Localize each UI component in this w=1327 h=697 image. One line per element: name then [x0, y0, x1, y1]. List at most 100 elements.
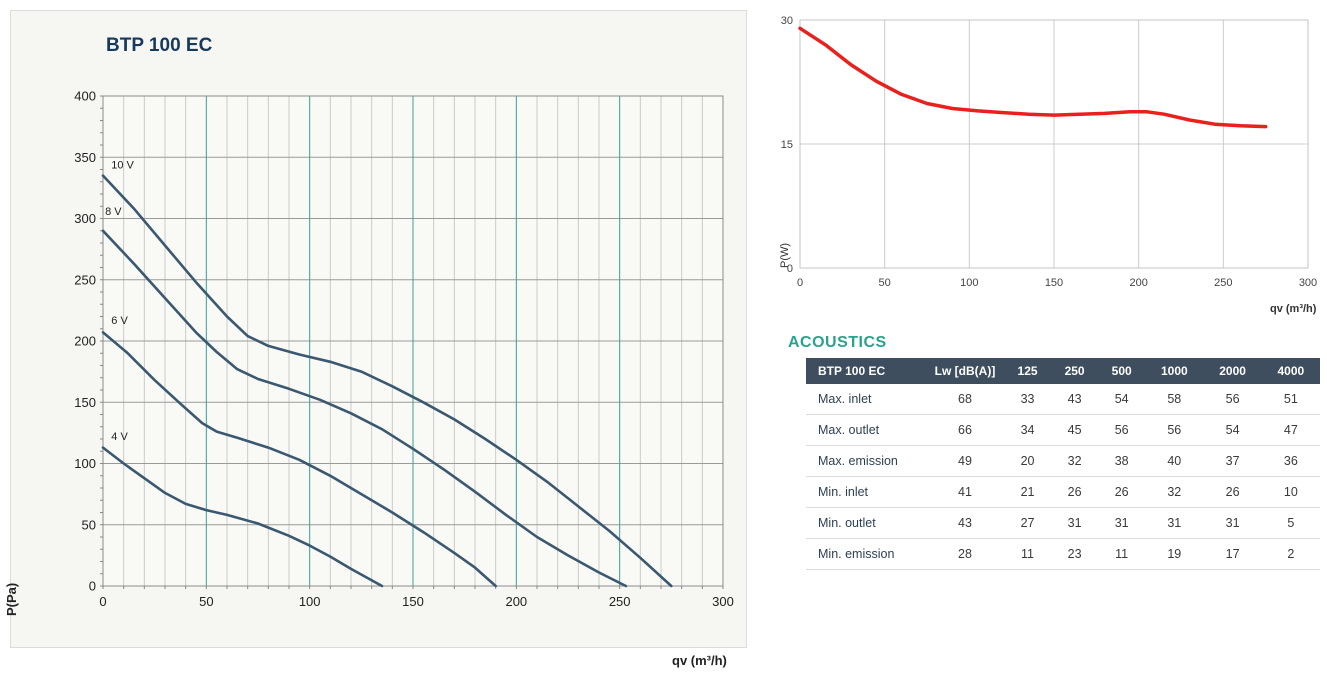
table-row: Min. outlet 43 27 31 31 31 31 5: [806, 507, 1320, 539]
table-cell: 11: [1098, 538, 1146, 570]
row-label: Min. inlet: [806, 476, 926, 508]
table-cell: 32: [1145, 476, 1204, 508]
y-tick-label: 0: [89, 579, 96, 594]
y-tick-label: 30: [781, 15, 793, 27]
x-tick-label: 300: [1299, 277, 1317, 289]
y-tick-label: 50: [82, 517, 96, 532]
table-header-freq: 2000: [1203, 358, 1262, 384]
table-cell: 54: [1098, 384, 1146, 415]
curve-6-v: [101, 331, 497, 588]
x-tick-label: 50: [879, 277, 891, 289]
y-tick-label: 250: [74, 272, 96, 287]
table-cell: 2: [1261, 538, 1320, 570]
power-axis-label: P(W): [779, 242, 791, 268]
airflow-axis-label-main: qv (m³/h): [672, 653, 727, 668]
y-tick-label: 150: [74, 395, 96, 410]
x-tick-label: 150: [402, 594, 424, 609]
table-cell: 31: [1098, 507, 1146, 539]
y-tick-label: 15: [781, 139, 793, 151]
table-cell: 43: [1051, 384, 1099, 415]
curve-label: 4 V: [111, 431, 128, 443]
row-label: Max. emission: [806, 445, 926, 477]
table-cell: 47: [1261, 414, 1320, 446]
table-cell: 20: [1004, 445, 1052, 477]
table-cell: 10: [1261, 476, 1320, 508]
y-tick-label: 350: [74, 150, 96, 165]
table-cell: 32: [1051, 445, 1099, 477]
table-cell: 21: [1004, 476, 1052, 508]
table-cell: 19: [1145, 538, 1204, 570]
airflow-axis-label-power: qv (m³/h): [1270, 303, 1317, 315]
table-cell: 56: [1098, 414, 1146, 446]
table-header-freq: 125: [1004, 358, 1052, 384]
y-tick-label: 300: [74, 211, 96, 226]
table-cell: 56: [1203, 384, 1262, 415]
table-cell: 56: [1145, 414, 1204, 446]
table-cell: 66: [926, 414, 1004, 446]
table-header-freq: 1000: [1145, 358, 1204, 384]
table-header-freq: 250: [1051, 358, 1099, 384]
table-cell: 43: [926, 507, 1004, 539]
table-cell: 27: [1004, 507, 1052, 539]
table-cell: 45: [1051, 414, 1099, 446]
table-header-freq: 500: [1098, 358, 1146, 384]
table-cell: 23: [1051, 538, 1099, 570]
table-row: Min. inlet 41 21 26 26 32 26 10: [806, 476, 1320, 508]
table-cell: 41: [926, 476, 1004, 508]
x-tick-label: 100: [960, 277, 978, 289]
x-tick-label: 250: [1214, 277, 1232, 289]
x-tick-label: 0: [99, 594, 106, 609]
table-header-freq: 4000: [1261, 358, 1320, 384]
table-cell: 11: [1004, 538, 1052, 570]
table-cell: 54: [1203, 414, 1262, 446]
table-header-row: BTP 100 EC Lw [dB(A)] 125 250 500 1000 2000 400…: [806, 358, 1320, 384]
acoustics-table-body: Max. inlet 68 33 43 54 58 56 51 Max. outlet 66 34 4…: [806, 384, 1320, 570]
x-tick-label: 200: [505, 594, 527, 609]
chart-title: BTP 100 EC: [106, 35, 213, 56]
curve-4-v: [101, 446, 384, 588]
x-tick-label: 100: [299, 594, 321, 609]
table-cell: 26: [1051, 476, 1099, 508]
table-cell: 49: [926, 445, 1004, 477]
table-header-product: BTP 100 EC: [806, 358, 926, 384]
x-tick-label: 0: [797, 277, 803, 289]
acoustics-table: BTP 100 EC Lw [dB(A)] 125 250 500 1000 2000 400…: [806, 358, 1320, 570]
row-label: Max. outlet: [806, 414, 926, 446]
table-cell: 31: [1145, 507, 1204, 539]
curve-label: 6 V: [111, 315, 128, 327]
pressure-axis-label: P(Pa): [4, 582, 19, 616]
acoustics-heading: ACOUSTICS: [788, 334, 887, 351]
table-cell: 26: [1203, 476, 1262, 508]
table-cell: 17: [1203, 538, 1262, 570]
table-row: Min. emission 28 11 23 11 19 17 2: [806, 538, 1320, 570]
table-cell: 51: [1261, 384, 1320, 415]
table-cell: 34: [1004, 414, 1052, 446]
table-cell: 26: [1098, 476, 1146, 508]
table-cell: 5: [1261, 507, 1320, 539]
table-cell: 37: [1203, 445, 1262, 477]
table-header-freq: Lw [dB(A)]: [926, 358, 1004, 384]
y-tick-label: 200: [74, 334, 96, 349]
fan-performance-panel: BTP 100 EC 0 50 100 150 200 250 300 350 400 0 50 10…: [10, 10, 747, 648]
curve-8-v: [101, 229, 628, 588]
x-tick-label: 150: [1045, 277, 1063, 289]
row-label: Min. outlet: [806, 507, 926, 539]
table-row: Max. emission 49 20 32 38 40 37 36: [806, 445, 1320, 477]
row-label: Min. emission: [806, 538, 926, 570]
x-tick-label: 50: [199, 594, 213, 609]
y-tick-label: 400: [74, 89, 96, 104]
curve-label: 10 V: [111, 159, 134, 171]
table-cell: 31: [1051, 507, 1099, 539]
curve-10-v: [101, 174, 673, 588]
table-row: Max. inlet 68 33 43 54 58 56 51: [806, 384, 1320, 415]
x-tick-label: 250: [609, 594, 631, 609]
x-tick-label: 200: [1129, 277, 1147, 289]
table-cell: 68: [926, 384, 1004, 415]
x-tick-label: 300: [712, 594, 734, 609]
table-row: Max. outlet 66 34 45 56 56 54 47: [806, 414, 1320, 446]
curve-label: 8 V: [105, 206, 122, 218]
table-cell: 31: [1203, 507, 1262, 539]
table-cell: 28: [926, 538, 1004, 570]
table-cell: 58: [1145, 384, 1204, 415]
